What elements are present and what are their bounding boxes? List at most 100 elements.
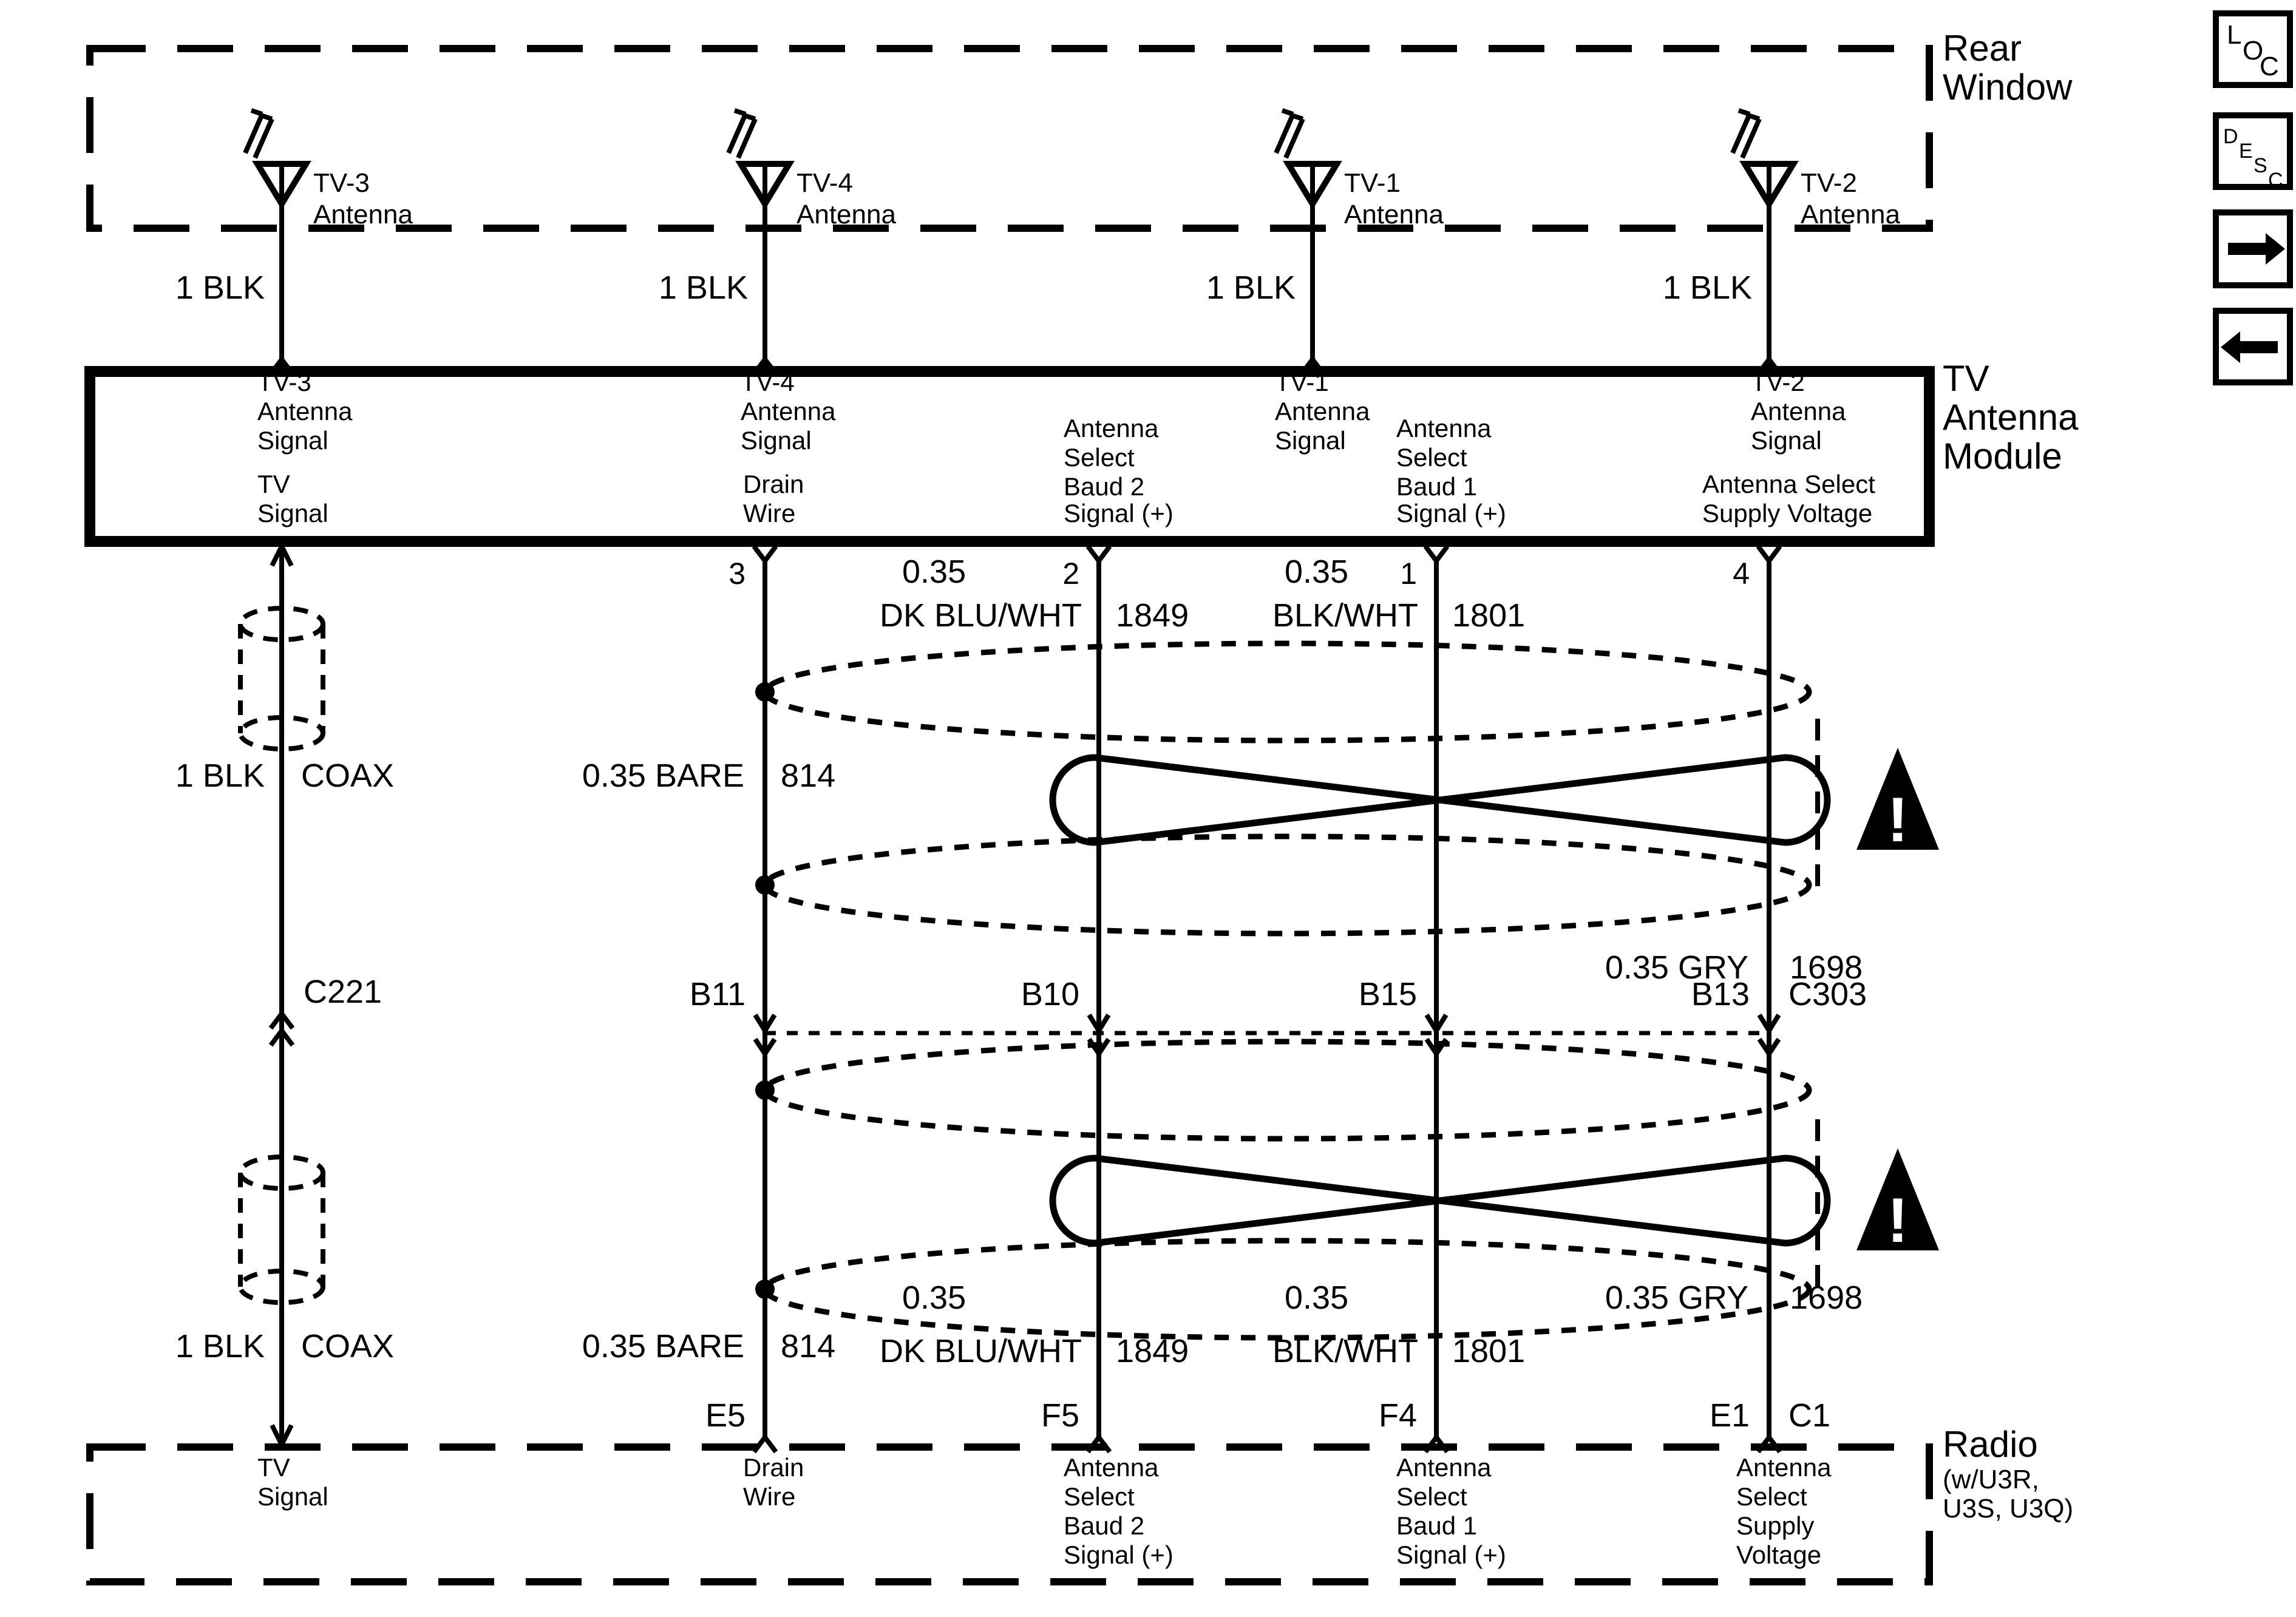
svg-text:!: ! (1887, 1185, 1909, 1256)
wire-gauge-label: 1 BLK (175, 1328, 265, 1364)
module-pin-label: Signal (+) (1396, 499, 1506, 527)
desc-button[interactable]: D E S C (2213, 112, 2293, 192)
module-pin-label: Antenna Select (1702, 470, 1875, 498)
module-pin-label: Antenna (1396, 414, 1492, 442)
antenna-label: TV-4 (796, 168, 853, 198)
radio-pin-label: Select (1736, 1482, 1807, 1511)
arrow-left-icon (2221, 331, 2278, 363)
module-pin-label: Signal (257, 499, 328, 527)
loc-button-letter: C (2260, 52, 2279, 81)
inline-connector-symbol (1424, 1013, 1449, 1056)
module-pin-chevron (268, 355, 295, 376)
module-pin-label: Antenna (741, 397, 836, 425)
radio-pin-id: F5 (1041, 1397, 1079, 1434)
circuit-number: 1698 (1790, 1280, 1863, 1316)
radio-pin-label: Voltage (1736, 1541, 1821, 1569)
wire-size-label: 0.35 (1285, 554, 1348, 590)
loc-button-letter: O (2243, 36, 2263, 66)
radio-pin-label: Antenna (1396, 1453, 1492, 1482)
shield-symbol (755, 640, 1820, 937)
antenna-label: Antenna (796, 200, 896, 229)
radio-pin-label: Signal (257, 1482, 328, 1511)
wire-color-label: 0.35 GRY (1605, 1280, 1748, 1316)
antenna-label: TV-1 (1344, 168, 1401, 198)
twisted-pair-symbol (1049, 754, 1831, 846)
radio-pin-chevron (1085, 1433, 1112, 1454)
module-title: Antenna (1943, 397, 2079, 438)
wire-size-label: 0.35 (902, 554, 966, 590)
connector-label: B13 (1691, 976, 1750, 1012)
desc-button-letter: D (2223, 125, 2238, 148)
radio-box (86, 1443, 1933, 1585)
previous-page-button[interactable] (2213, 308, 2293, 385)
connector-label: B15 (1359, 976, 1417, 1012)
radio-pin-label: Supply (1736, 1511, 1814, 1540)
wire-color-label: BLK/WHT (1272, 597, 1418, 634)
wire-type-label: COAX (301, 1328, 394, 1364)
radio-pin-label: TV (257, 1453, 290, 1482)
loc-button[interactable]: L O C (2213, 10, 2293, 88)
circuit-number: 1801 (1452, 1333, 1525, 1369)
antenna-label: Antenna (313, 200, 413, 229)
loc-button-letter: L (2227, 20, 2241, 50)
pin-fork (1756, 544, 1782, 563)
module-pin-label: Wire (743, 499, 795, 527)
pin-number: 2 (1062, 557, 1079, 591)
twisted-pair-symbol (1049, 1154, 1831, 1247)
wire-color-label: DK BLU/WHT (880, 597, 1082, 634)
shield-symbol (755, 1039, 1820, 1341)
radio-pin-label: Signal (+) (1064, 1541, 1173, 1569)
rear-window-title: Rear (1943, 28, 2022, 69)
radio-pin-id: E1 (1710, 1397, 1750, 1434)
inline-connector-symbol (268, 1009, 295, 1047)
module-pin-label: Baud 2 (1064, 472, 1144, 501)
wire-gauge-label: 1 BLK (1663, 270, 1752, 306)
module-pin-label: TV (257, 470, 290, 498)
radio-pin-label: Select (1064, 1482, 1135, 1511)
radio-subtitle: (w/U3R, (1943, 1465, 2039, 1494)
module-pin-label: Signal (1275, 426, 1346, 455)
circuit-number: 814 (781, 1328, 835, 1364)
next-page-button[interactable] (2213, 209, 2293, 288)
module-pin-label: TV-2 (1751, 368, 1805, 396)
module-pin-label: Antenna (257, 397, 353, 425)
radio-pin-id: F4 (1379, 1397, 1417, 1434)
circuit-number: 1801 (1452, 597, 1525, 634)
wire-color-label: BLK/WHT (1272, 1333, 1418, 1369)
wire-color-label: 0.35 GRY (1605, 949, 1748, 986)
warning-triangle-icon: ! (1856, 1148, 1939, 1256)
module-pin-label: Baud 1 (1396, 472, 1477, 501)
module-pin-label: Signal (1751, 426, 1822, 455)
module-pin-label: TV-4 (741, 368, 795, 396)
module-pin-label: Signal (+) (1064, 499, 1173, 527)
antenna-label: TV-3 (313, 168, 370, 198)
antenna-label: Antenna (1801, 200, 1900, 229)
module-title: TV (1943, 358, 1989, 399)
inline-connector-symbol (1757, 1013, 1781, 1056)
module-pin-label: Antenna (1751, 397, 1846, 425)
connector-label: C221 (304, 974, 382, 1010)
pin-number: 4 (1733, 557, 1750, 591)
desc-button-letter: E (2239, 140, 2253, 163)
arrow-down-icon (270, 1424, 294, 1450)
module-pin-label: Drain (743, 470, 804, 498)
radio-pin-chevron (752, 1433, 778, 1454)
radio-pin-label: Select (1396, 1482, 1467, 1511)
radio-pin-label: Drain (743, 1453, 804, 1482)
wire-size-label: 0.35 BARE (582, 758, 744, 794)
rear-window-title: Window (1943, 67, 2073, 107)
desc-button-letter: C (2268, 169, 2283, 192)
pin-number: 3 (729, 557, 746, 591)
wire-gauge-label: 1 BLK (659, 270, 748, 306)
wire-size-label: 0.35 BARE (582, 1328, 744, 1364)
radio-pin-chevron (1756, 1433, 1782, 1454)
circuit-number: 1849 (1116, 1333, 1189, 1369)
inline-connector-symbol (753, 1013, 777, 1056)
tv-antenna-module-box (84, 366, 1935, 547)
module-pin-label: Antenna (1064, 414, 1159, 442)
module-title: Module (1943, 436, 2062, 476)
radio-title: Radio (1943, 1424, 2038, 1465)
coax-shield-symbol (238, 606, 325, 751)
radio-pin-id: C1 (1788, 1397, 1830, 1434)
